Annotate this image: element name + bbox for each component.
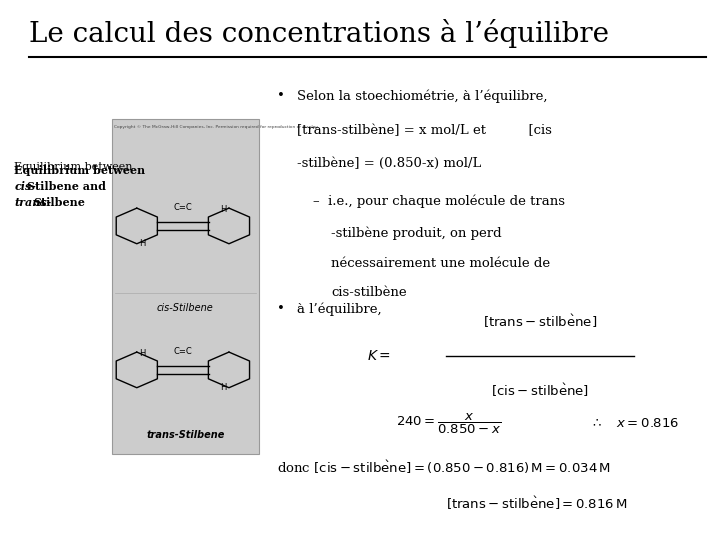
Text: Stilbene and: Stilbene and [27,181,106,192]
Text: trans-Stilbene: trans-Stilbene [146,430,225,440]
Text: Le calcul des concentrations à l’équilibre: Le calcul des concentrations à l’équilib… [29,19,609,48]
Text: -stilbène] = (0.850-x) mol/L: -stilbène] = (0.850-x) mol/L [297,157,482,170]
Text: cis-stilbène: cis-stilbène [331,286,407,299]
Text: Copyright © The McGraw-Hill Companies, Inc. Permission required for reproduction: Copyright © The McGraw-Hill Companies, I… [114,125,319,129]
Text: Equilibrium between: Equilibrium between [14,162,133,184]
Text: $[\mathrm{trans}-\mathrm{stilb\grave{e}ne}] = 0.816\,\mathrm{M}$: $[\mathrm{trans}-\mathrm{stilb\grave{e}n… [446,495,628,512]
Text: •: • [277,89,285,102]
Text: $240 = \dfrac{x}{0.850-x}$: $240 = \dfrac{x}{0.850-x}$ [396,412,501,436]
Text: H: H [220,383,226,393]
Text: nécessairement une molécule de: nécessairement une molécule de [331,256,550,269]
Text: H: H [140,349,145,358]
Text: C=C: C=C [174,347,192,356]
Text: $[\mathrm{trans}-\mathrm{stilb\grave{e}ne}]$: $[\mathrm{trans}-\mathrm{stilb\grave{e}n… [483,313,597,330]
Text: -stilbène produit, on perd: -stilbène produit, on perd [331,227,502,240]
Text: $K =$: $K =$ [367,349,391,363]
Text: H: H [220,205,226,214]
Text: [trans-stilbène] = x mol/L et          [cis: [trans-stilbène] = x mol/L et [cis [297,124,552,137]
Text: Selon la stoechiométrie, à l’équilibre,: Selon la stoechiométrie, à l’équilibre, [297,89,548,103]
Text: Stilbene: Stilbene [33,197,85,208]
Text: $[\mathrm{cis}-\mathrm{stilb\grave{e}ne}]$: $[\mathrm{cis}-\mathrm{stilb\grave{e}ne}… [491,382,589,400]
Text: cis-: cis- [14,181,36,192]
FancyBboxPatch shape [112,119,259,454]
Text: H: H [140,239,145,248]
Text: donc $[\mathrm{cis}-\mathrm{stilb\grave{e}ne}] = (0.850-0.816)\,\mathrm{M} = 0.0: donc $[\mathrm{cis}-\mathrm{stilb\grave{… [277,458,611,476]
Text: •: • [277,302,285,315]
Text: trans-: trans- [14,197,52,208]
Text: cis-Stilbene: cis-Stilbene [157,303,214,313]
Text: $\therefore \quad x = 0.816$: $\therefore \quad x = 0.816$ [590,417,680,430]
Text: C=C: C=C [174,204,192,212]
Text: Equilibrium between: Equilibrium between [14,165,145,176]
Text: à l’équilibre,: à l’équilibre, [297,302,382,316]
Text: –  i.e., pour chaque molécule de trans: – i.e., pour chaque molécule de trans [313,194,565,208]
